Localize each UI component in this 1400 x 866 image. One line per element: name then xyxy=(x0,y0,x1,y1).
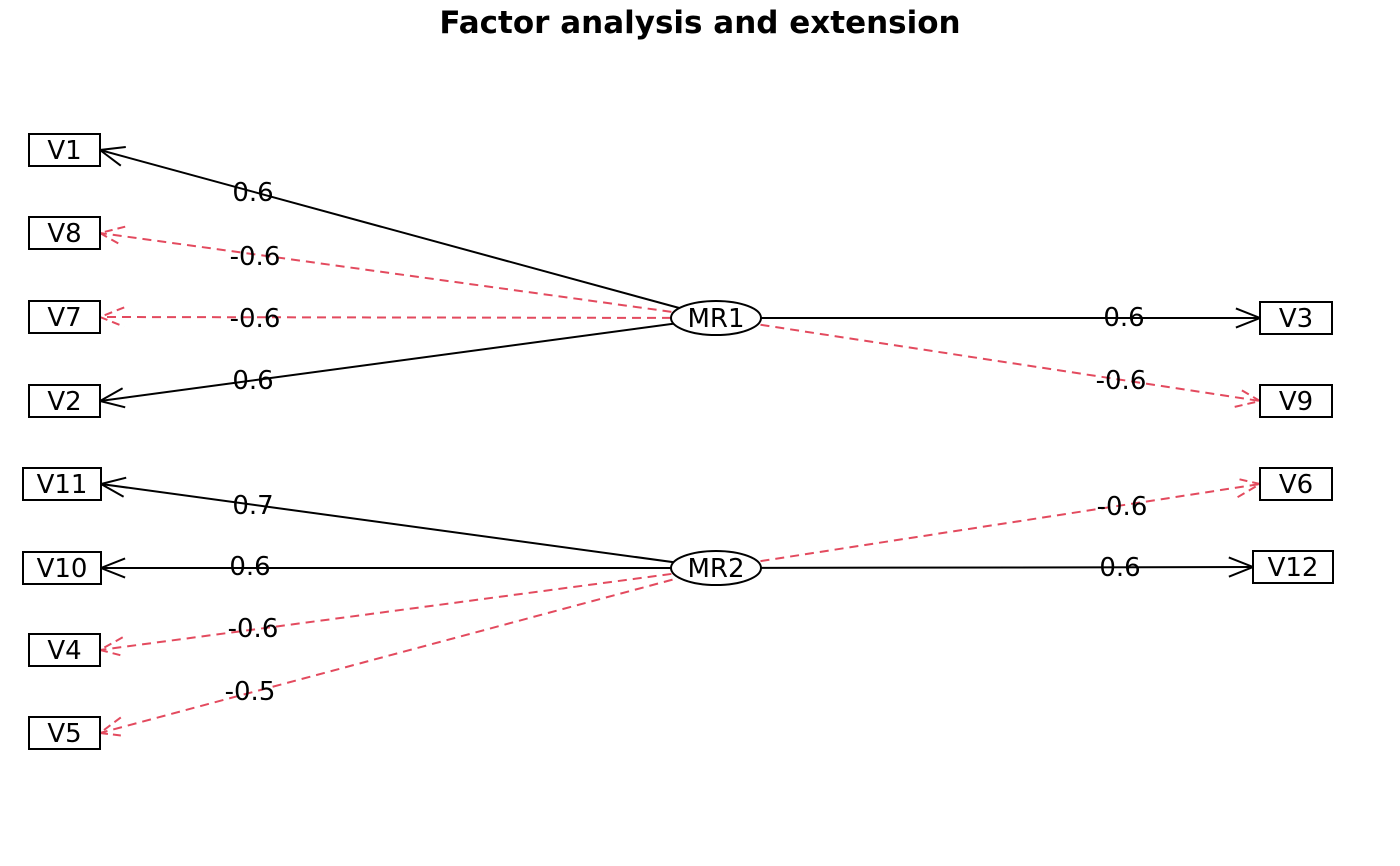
edge-MR2-V5 xyxy=(99,567,717,734)
edge-MR1-V7 xyxy=(99,316,717,319)
variable-label-V5: V5 xyxy=(47,719,81,749)
variable-box-V5 xyxy=(28,716,101,750)
variable-label-V12: V12 xyxy=(1268,553,1319,583)
variable-box-V11 xyxy=(22,467,102,501)
variable-box-V8 xyxy=(28,216,101,250)
diagram-title: Factor analysis and extension xyxy=(439,5,960,41)
variable-node-V10: V10 xyxy=(22,551,102,585)
loading-label-MR1-V8: -0.6 xyxy=(230,242,281,272)
variable-box-V4 xyxy=(28,633,101,667)
loading-label-MR2-V6: -0.6 xyxy=(1097,492,1148,522)
edge-MR1-V2 xyxy=(99,317,717,402)
variable-label-V3: V3 xyxy=(1279,304,1313,334)
arrowhead-V5 xyxy=(97,716,126,738)
edges-layer xyxy=(97,146,1263,738)
variable-node-V2: V2 xyxy=(28,384,101,418)
variable-box-V3 xyxy=(1259,301,1333,335)
arrowhead-V8 xyxy=(97,225,126,247)
loading-label-MR1-V1: 0.6 xyxy=(232,178,273,208)
loading-label-MR2-V5: -0.5 xyxy=(225,677,276,707)
loading-label-MR1-V2: 0.6 xyxy=(232,366,273,396)
variable-label-V6: V6 xyxy=(1279,470,1313,500)
variable-node-V7: V7 xyxy=(28,300,101,334)
variable-label-V11: V11 xyxy=(37,470,88,500)
edge-MR1-V1 xyxy=(99,149,717,319)
variable-box-V1 xyxy=(28,133,101,167)
factor-ellipse-MR2 xyxy=(670,550,762,586)
variable-node-V9: V9 xyxy=(1259,384,1333,418)
factor-label-MR2: MR2 xyxy=(687,554,744,584)
edge-MR1-V9 xyxy=(715,317,1261,402)
variable-label-V1: V1 xyxy=(47,136,81,166)
loading-label-MR2-V10: 0.6 xyxy=(229,552,270,582)
edge-MR2-V6 xyxy=(715,483,1261,569)
variable-box-V6 xyxy=(1259,467,1333,501)
variable-node-V11: V11 xyxy=(22,467,102,501)
variable-label-V9: V9 xyxy=(1279,387,1313,417)
variable-node-V8: V8 xyxy=(28,216,101,250)
factor-node-MR2: MR2 xyxy=(670,550,762,586)
loading-label-MR1-V3: 0.6 xyxy=(1103,303,1144,333)
loading-label-MR1-V7: -0.6 xyxy=(230,304,281,334)
edge-MR2-V11 xyxy=(100,483,717,569)
variable-node-V1: V1 xyxy=(28,133,101,167)
factor-label-MR1: MR1 xyxy=(687,304,744,334)
edge-labels-layer: 0.6 -0.6 -0.6 0.6 0.6 -0.6 0.7 0.6 -0.6 -0.5 -0.6 0… xyxy=(225,178,1148,707)
loading-label-MR1-V9: -0.6 xyxy=(1096,366,1147,396)
variable-box-V2 xyxy=(28,384,101,418)
variable-label-V4: V4 xyxy=(47,636,81,666)
factor-node-MR1: MR1 xyxy=(670,300,762,336)
edge-MR2-V12 xyxy=(715,566,1254,569)
variable-label-V10: V10 xyxy=(37,554,88,584)
loading-label-MR2-V4: -0.6 xyxy=(228,614,279,644)
edge-MR2-V4 xyxy=(99,567,717,651)
variable-node-V12: V12 xyxy=(1252,550,1334,584)
variable-label-V7: V7 xyxy=(47,303,81,333)
edge-MR1-V8 xyxy=(99,232,717,319)
loading-label-MR2-V11: 0.7 xyxy=(232,491,273,521)
variable-node-V6: V6 xyxy=(1259,467,1333,501)
variable-box-V9 xyxy=(1259,384,1333,418)
variable-label-V8: V8 xyxy=(47,219,81,249)
variable-node-V4: V4 xyxy=(28,633,101,667)
nodes-layer: MR1 MR2 V1 V8 V7 V2 V11 V10 V4 V5 V3 V9 V6 V12 xyxy=(22,133,1334,750)
loading-label-MR2-V12: 0.6 xyxy=(1099,553,1140,583)
factor-ellipse-MR1 xyxy=(670,300,762,336)
arrowhead-V4 xyxy=(97,636,126,658)
variable-node-V5: V5 xyxy=(28,716,101,750)
variable-box-V7 xyxy=(28,300,101,334)
variable-box-V10 xyxy=(22,551,102,585)
variable-label-V2: V2 xyxy=(47,387,81,417)
variable-box-V12 xyxy=(1252,550,1334,584)
variable-node-V3: V3 xyxy=(1259,301,1333,335)
arrowhead-V9 xyxy=(1234,386,1263,408)
